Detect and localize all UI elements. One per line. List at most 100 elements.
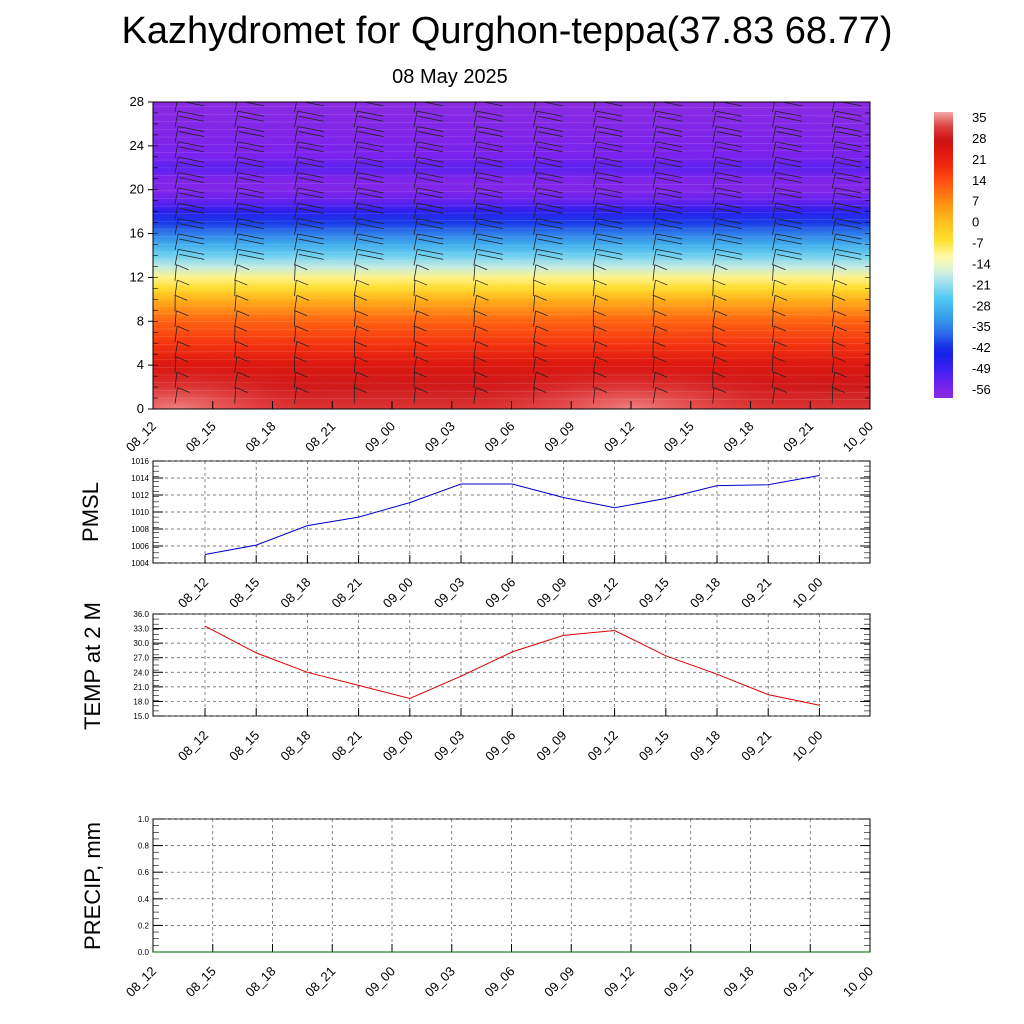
- wind-barb-flag: [835, 172, 862, 179]
- wind-barb: [772, 264, 774, 281]
- colorbar-label: -21: [972, 277, 991, 292]
- wind-barb-flag: [237, 233, 264, 240]
- wind-barb-flag: [474, 264, 488, 271]
- wind-barb: [592, 341, 596, 358]
- wind-barb: [652, 310, 655, 327]
- wind-barb-flag: [775, 187, 802, 194]
- wind-barb-flag: [414, 325, 427, 332]
- wind-barb-flag: [656, 187, 683, 194]
- wind-barb: [772, 310, 774, 327]
- wind-barb: [473, 233, 478, 251]
- wind-barb-flag: [235, 341, 249, 347]
- wind-barb: [652, 187, 657, 205]
- wind-barb-flag: [417, 141, 444, 148]
- wind-barb-flag: [477, 192, 503, 199]
- wind-barb: [772, 249, 777, 266]
- wind-barb-flag: [597, 177, 623, 184]
- contour-line: [153, 259, 870, 262]
- x-tick-label: 09_00: [380, 728, 416, 764]
- wind-barb: [772, 126, 777, 143]
- wind-barb-flag: [238, 177, 264, 184]
- wind-barb-flag: [536, 126, 563, 132]
- wind-barb-flag: [476, 341, 489, 347]
- contour-line: [153, 136, 870, 138]
- wind-barb-flag: [533, 387, 547, 393]
- wind-barb-flag: [481, 102, 503, 107]
- wind-barb-flag: [593, 264, 606, 271]
- wind-barb-flag: [477, 207, 503, 214]
- contour-line: [153, 142, 870, 146]
- wind-barb-flag: [836, 238, 862, 245]
- wind-barb-flag: [477, 238, 503, 245]
- wind-barb-flag: [537, 238, 563, 245]
- wind-barb-flag: [713, 279, 726, 286]
- wind-barb: [294, 187, 299, 205]
- wind-barb-flag: [775, 156, 802, 163]
- wind-barb-flag: [773, 310, 786, 317]
- panel-frame: [152, 460, 871, 564]
- series-line: [204, 475, 820, 555]
- wind-barb-flag: [477, 177, 503, 184]
- wind-barb: [652, 172, 657, 189]
- wind-barb-flag: [536, 233, 563, 240]
- x-tick-label: 09_06: [482, 575, 518, 611]
- wind-barb: [592, 249, 597, 266]
- contour-line: [153, 336, 870, 338]
- y-tick-label: 1010: [131, 508, 149, 517]
- colorbar-label: 14: [972, 173, 986, 188]
- wind-barb-flag: [418, 177, 444, 184]
- wind-barb-flag: [716, 207, 742, 214]
- wind-barb: [652, 141, 657, 158]
- wind-barb: [652, 111, 657, 128]
- wind-barb-flag: [298, 96, 324, 101]
- wind-barb-flag: [178, 233, 205, 240]
- x-tick-label: 08_15: [183, 964, 219, 1000]
- wind-barb-flag: [775, 233, 802, 240]
- wind-barb-flag: [593, 310, 606, 317]
- contour-line: [153, 244, 870, 247]
- wind-barb-flag: [415, 295, 429, 301]
- wind-barb-flag: [236, 356, 249, 363]
- colorbar-label: 0: [972, 215, 979, 230]
- colorbar-label: -14: [972, 256, 991, 271]
- wind-barb: [353, 310, 357, 327]
- contour-line: [153, 320, 870, 324]
- wind-barb-flag: [417, 248, 444, 255]
- wind-barb: [174, 387, 178, 404]
- y-tick-label: 24.0: [133, 668, 149, 677]
- wind-barb-flag: [596, 110, 623, 117]
- contour-line: [153, 121, 870, 124]
- wind-barb-flag: [415, 341, 428, 347]
- x-tick-label: 09_18: [720, 964, 756, 1000]
- wind-barb-flag: [836, 146, 862, 153]
- y-tick-label: 1012: [131, 491, 149, 500]
- wind-barb-flag: [835, 202, 862, 209]
- wind-barb-flag: [716, 238, 742, 245]
- wind-barb-flag: [656, 96, 682, 101]
- y-axis-label: PRECIP, mm: [80, 822, 105, 950]
- wind-barb-flag: [835, 110, 862, 117]
- wind-barb-flag: [178, 126, 205, 132]
- wind-barb: [473, 126, 478, 143]
- wind-barb-flag: [178, 110, 205, 117]
- wind-barb-flag: [298, 192, 324, 199]
- wind-barb: [652, 233, 657, 251]
- wind-barb-flag: [238, 161, 264, 168]
- wind-barb: [174, 141, 179, 158]
- wind-barb-flag: [835, 248, 862, 255]
- wind-barb-flag: [237, 202, 264, 209]
- x-tick-label: 09_18: [687, 575, 723, 611]
- colorbar-label: -42: [972, 340, 991, 355]
- wind-barb: [772, 372, 775, 389]
- wind-barb: [413, 295, 417, 312]
- wind-barb-flag: [653, 356, 667, 363]
- y-tick-label: 0.0: [138, 948, 150, 957]
- wind-barb-flag: [477, 115, 503, 122]
- wind-barb-flag: [178, 218, 205, 225]
- y-tick-label: 24: [130, 138, 144, 153]
- wind-barb: [294, 102, 297, 112]
- colorbar-label: 21: [972, 152, 986, 167]
- wind-barb-flag: [302, 102, 324, 107]
- wind-barb-flag: [175, 295, 188, 301]
- wind-barb-flag: [237, 218, 264, 225]
